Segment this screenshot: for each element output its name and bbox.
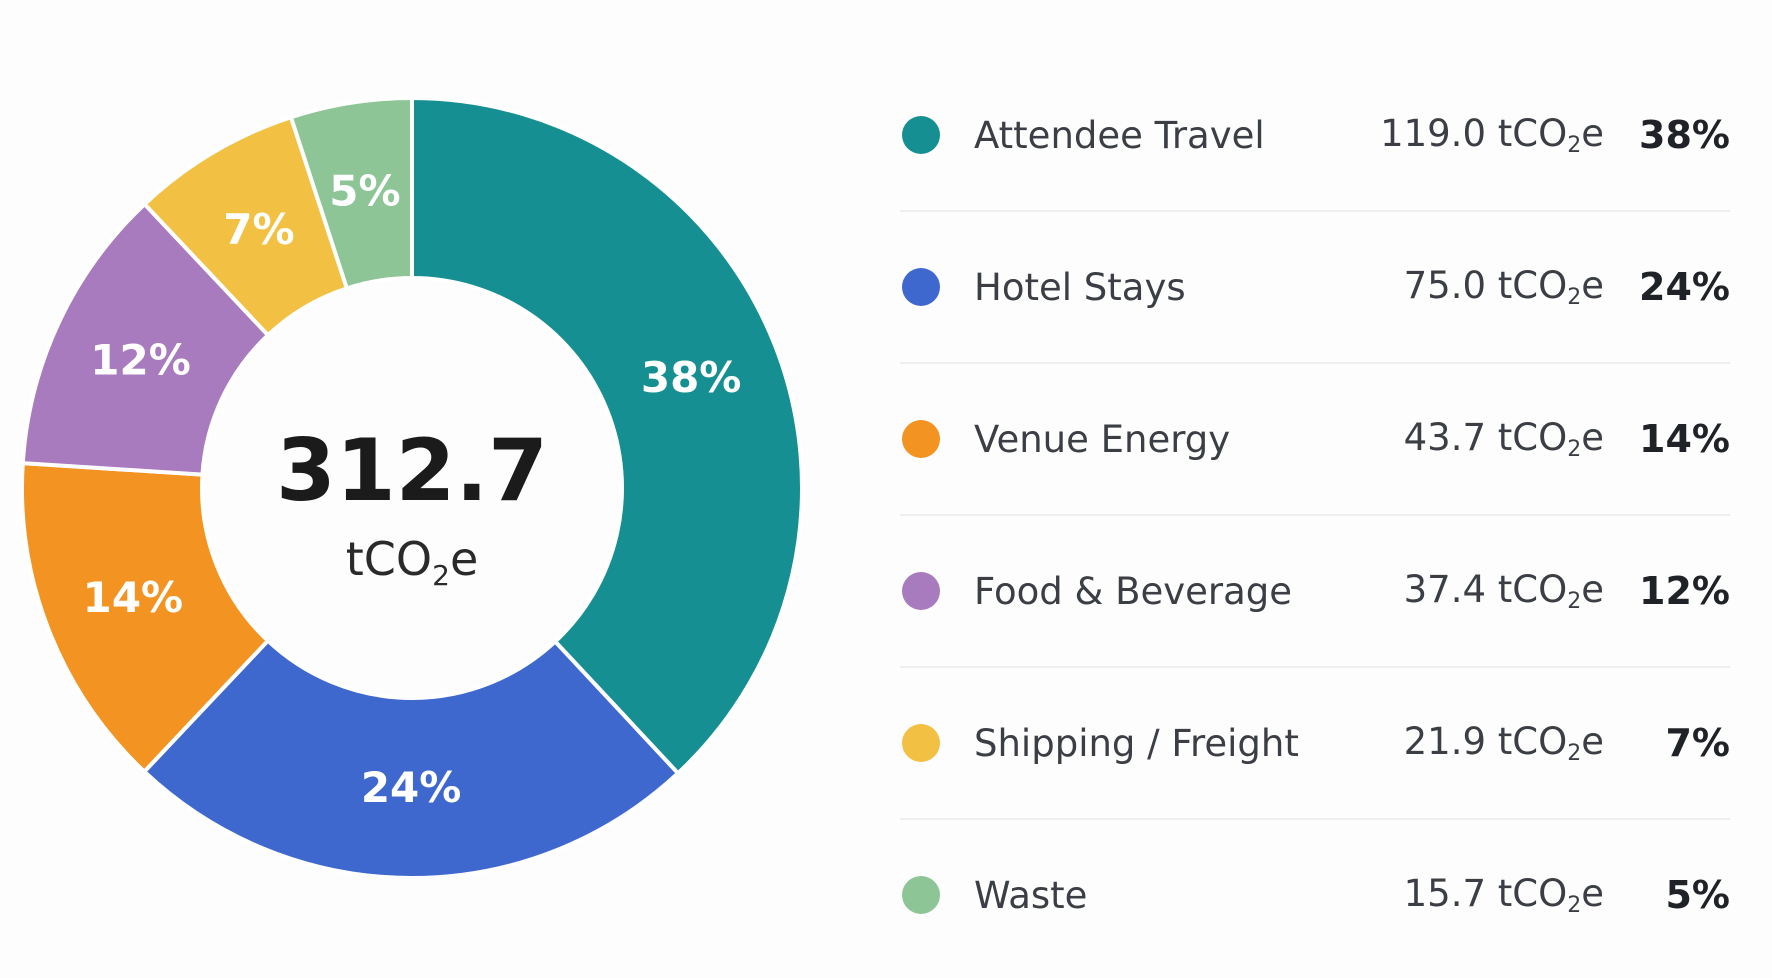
legend-emission-value: 75.0 tCO2e	[1374, 264, 1604, 310]
donut-chart: 38% 24% 14% 12% 7% 5% 312.7 tCO2e	[20, 95, 804, 880]
unit-subscript: 2	[1567, 893, 1582, 918]
unit-subscript: 2	[1567, 741, 1582, 766]
center-total-unit: tCO2e	[346, 532, 479, 592]
unit-subscript: 2	[1567, 437, 1582, 462]
unit-suffix: e	[1581, 112, 1604, 155]
legend-category-name: Shipping / Freight	[974, 721, 1299, 765]
donut-slice-labels: 38% 24% 14% 12% 7% 5%	[83, 167, 742, 812]
legend-category-name: Waste	[974, 873, 1088, 917]
legend-percent: 24%	[1639, 265, 1730, 309]
unit-suffix: e	[1581, 872, 1604, 915]
legend: Attendee Travel 119.0 tCO2e 38% Hotel Stays…	[900, 60, 1730, 970]
unit-prefix: tCO	[1497, 416, 1568, 459]
legend-value-unit: tCO2e	[1486, 112, 1604, 158]
legend-value-number: 43.7	[1403, 416, 1486, 459]
legend-emission-value: 43.7 tCO2e	[1374, 416, 1604, 462]
legend-percent: 38%	[1639, 113, 1730, 157]
legend-emission-value: 21.9 tCO2e	[1374, 720, 1604, 766]
slice-percent-label: 14%	[83, 573, 184, 622]
slice-percent-label: 12%	[90, 335, 191, 384]
unit-subscript: 2	[1567, 285, 1582, 310]
legend-percent: 14%	[1639, 417, 1730, 461]
unit-suffix: e	[1581, 568, 1604, 611]
legend-row: Food & Beverage 37.4 tCO2e 12%	[900, 516, 1730, 668]
donut-slice-hotel-stays	[141, 637, 681, 880]
legend-emission-value: 15.7 tCO2e	[1374, 872, 1604, 918]
legend-percent: 5%	[1665, 873, 1730, 917]
slice-percent-label: 38%	[641, 353, 742, 402]
unit-prefix: tCO	[1497, 720, 1568, 763]
legend-value-unit: tCO2e	[1486, 416, 1604, 462]
legend-row: Attendee Travel 119.0 tCO2e 38%	[900, 60, 1730, 212]
unit-subscript: 2	[1567, 133, 1582, 158]
legend-value-number: 119.0	[1380, 112, 1486, 155]
legend-emission-value: 119.0 tCO2e	[1374, 112, 1604, 158]
legend-color-dot	[902, 116, 940, 154]
legend-row: Hotel Stays 75.0 tCO2e 24%	[900, 212, 1730, 364]
unit-subscript: 2	[1567, 589, 1582, 614]
legend-percent: 12%	[1639, 569, 1730, 613]
legend-value-number: 37.4	[1403, 568, 1486, 611]
legend-value-number: 15.7	[1403, 872, 1486, 915]
legend-category-name: Venue Energy	[974, 417, 1231, 461]
donut-slice-waste	[288, 95, 414, 291]
legend-category-name: Hotel Stays	[974, 265, 1186, 309]
legend-color-dot	[902, 876, 940, 914]
legend-emission-value: 37.4 tCO2e	[1374, 568, 1604, 614]
legend-percent: 7%	[1665, 721, 1730, 765]
unit-suffix: e	[1581, 264, 1604, 307]
slice-percent-label: 7%	[223, 205, 294, 254]
legend-category-name: Food & Beverage	[974, 569, 1293, 613]
legend-color-dot	[902, 268, 940, 306]
donut-slice-venue-energy	[20, 461, 271, 775]
legend-color-dot	[902, 572, 940, 610]
slice-percent-label: 24%	[361, 763, 462, 812]
unit-prefix: tCO	[1497, 112, 1568, 155]
legend-value-unit: tCO2e	[1486, 720, 1604, 766]
legend-row: Shipping / Freight 21.9 tCO2e 7%	[900, 668, 1730, 820]
legend-category-name: Attendee Travel	[974, 113, 1265, 157]
legend-row: Waste 15.7 tCO2e 5%	[900, 820, 1730, 970]
legend-value-unit: tCO2e	[1486, 264, 1604, 310]
legend-value-number: 75.0	[1403, 264, 1486, 307]
legend-color-dot	[902, 724, 940, 762]
unit-prefix: tCO	[1497, 872, 1568, 915]
unit-prefix: tCO	[1497, 568, 1568, 611]
slice-percent-label: 5%	[329, 167, 400, 216]
donut-slice-attendee-travel	[410, 95, 804, 777]
unit-suffix: e	[1581, 416, 1604, 459]
legend-value-unit: tCO2e	[1486, 872, 1604, 918]
legend-value-number: 21.9	[1403, 720, 1486, 763]
donut-slices	[20, 95, 804, 880]
unit-prefix: tCO	[1497, 264, 1568, 307]
legend-row: Venue Energy 43.7 tCO2e 14%	[900, 364, 1730, 516]
legend-color-dot	[902, 420, 940, 458]
legend-value-unit: tCO2e	[1486, 568, 1604, 614]
center-total-value: 312.7	[276, 421, 548, 521]
unit-suffix: e	[1581, 720, 1604, 763]
